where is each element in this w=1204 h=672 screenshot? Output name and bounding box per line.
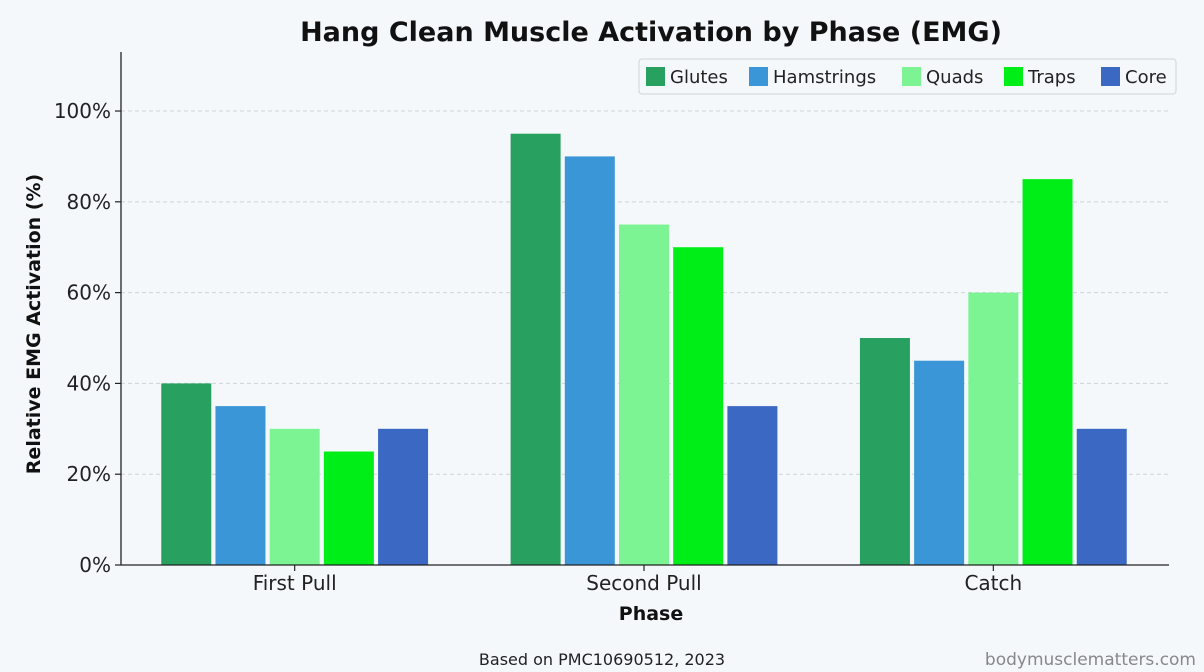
y-axis-label: Relative EMG Activation (%) [23, 174, 45, 474]
legend-swatch-core [1101, 67, 1120, 86]
bar-quads-first-pull [269, 428, 320, 565]
bar-quads-catch [968, 292, 1019, 565]
y-tick-label: 20% [67, 462, 111, 486]
bar-core-first-pull [378, 428, 429, 565]
y-tick-label: 100% [54, 99, 111, 123]
bar-traps-catch [1022, 179, 1073, 565]
x-tick-labels: First Pull Second Pull Catch [253, 565, 1022, 595]
legend-swatch-quads [902, 67, 921, 86]
watermark: bodymusclematters.com [985, 650, 1196, 670]
bar-glutes-second-pull [510, 133, 561, 566]
bar-glutes-catch [859, 338, 910, 565]
bar-hamstrings-first-pull [215, 406, 266, 565]
x-tick-label: Catch [964, 571, 1022, 595]
bar-hamstrings-catch [914, 360, 965, 565]
x-tick-label: Second Pull [586, 571, 701, 595]
legend-swatch-traps [1004, 67, 1023, 86]
legend-label-traps: Traps [1027, 67, 1076, 88]
bar-traps-second-pull [673, 247, 724, 565]
legend-label-glutes: Glutes [670, 67, 728, 88]
y-tick-label: 40% [67, 371, 111, 395]
x-tick-label: First Pull [253, 571, 337, 595]
bar-core-second-pull [727, 406, 778, 565]
bar-hamstrings-second-pull [564, 156, 615, 565]
y-tick-label: 0% [79, 553, 111, 577]
legend: Glutes Hamstrings Quads Traps Core [638, 58, 1177, 95]
legend-label-hamstrings: Hamstrings [773, 67, 876, 88]
bar-quads-second-pull [619, 224, 669, 565]
bar-core-catch [1076, 428, 1127, 565]
source-note: Based on PMC10690512, 2023 [479, 650, 725, 669]
bar-glutes-first-pull [161, 383, 212, 565]
x-axis-label: Phase [619, 603, 683, 625]
bars [161, 133, 1127, 566]
bar-traps-first-pull [323, 451, 374, 565]
legend-swatch-hamstrings [749, 67, 768, 86]
legend-swatch-glutes [646, 67, 665, 86]
y-tick-labels: 0% 20% 40% 60% 80% 100% [54, 99, 121, 577]
chart-title: Hang Clean Muscle Activation by Phase (E… [300, 17, 1002, 48]
y-tick-label: 80% [67, 190, 111, 214]
legend-label-quads: Quads [926, 67, 983, 88]
y-tick-label: 60% [67, 281, 111, 305]
axes [120, 52, 1169, 566]
legend-label-core: Core [1125, 67, 1167, 88]
